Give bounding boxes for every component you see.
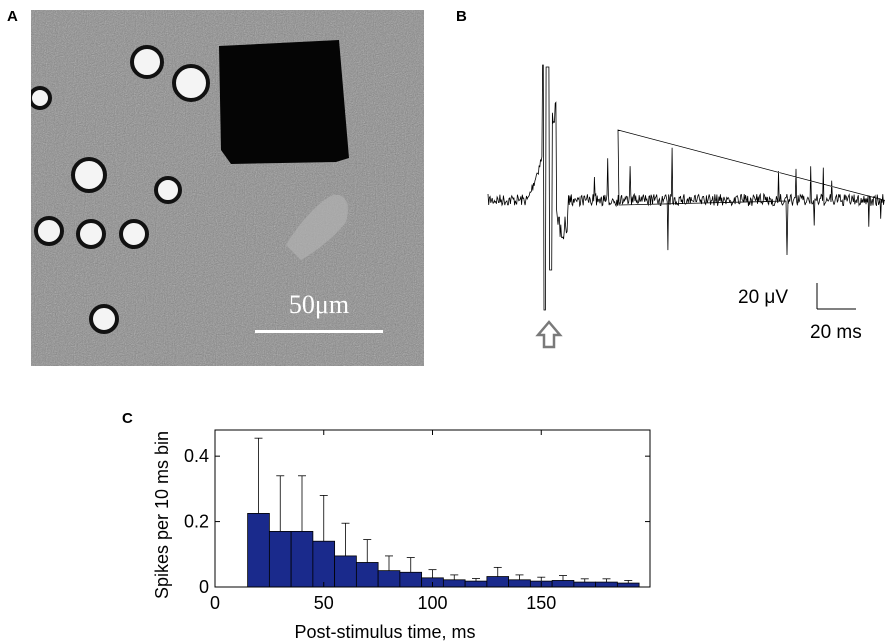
scale-bar <box>255 330 383 333</box>
histogram-bar <box>464 580 488 588</box>
voltage-scale-label: 20 μV <box>738 287 789 308</box>
histogram-bar <box>290 530 314 588</box>
y-tick-label: 0.2 <box>184 512 209 532</box>
scale-bar-label: 50μm <box>289 290 349 319</box>
panel-c-letter: C <box>122 410 133 427</box>
cell-bodies <box>31 45 210 334</box>
histogram-bar <box>355 562 379 588</box>
scale-bar-lines <box>816 283 856 310</box>
histogram-bar <box>595 581 618 588</box>
histogram-bar <box>399 571 423 588</box>
x-tick-label: 0 <box>210 593 220 613</box>
histogram-bar <box>551 580 575 588</box>
voltage-trace <box>487 64 886 349</box>
y-tick-label: 0.4 <box>184 446 209 466</box>
histogram-bar <box>312 540 336 588</box>
trace-line <box>487 64 886 311</box>
histogram-bar <box>247 513 270 588</box>
y-tick-label: 0 <box>199 577 209 597</box>
histogram-bar <box>486 576 510 588</box>
x-tick-label: 150 <box>526 593 556 613</box>
neuron-soma <box>286 194 348 260</box>
histogram-bar <box>616 582 640 588</box>
stimulus-arrow <box>535 320 563 349</box>
panel-b-letter: B <box>456 8 467 25</box>
x-tick-label: 50 <box>314 593 334 613</box>
histogram-bar <box>334 555 357 588</box>
dark-electrode-region <box>219 40 349 164</box>
histogram-bar <box>508 579 531 588</box>
histogram-bar <box>268 530 292 588</box>
x-axis-label: Post-stimulus time, ms <box>294 622 475 642</box>
micrograph-image: 50μm <box>31 10 424 366</box>
x-tick-label: 100 <box>417 593 447 613</box>
time-scale-label: 20 ms <box>810 322 862 343</box>
histogram-bar <box>573 581 597 588</box>
histogram-bar <box>377 570 401 588</box>
y-axis-label: Spikes per 10 ms bin <box>152 431 172 599</box>
panel-a-letter: A <box>7 8 18 25</box>
histogram-bar <box>442 579 466 588</box>
